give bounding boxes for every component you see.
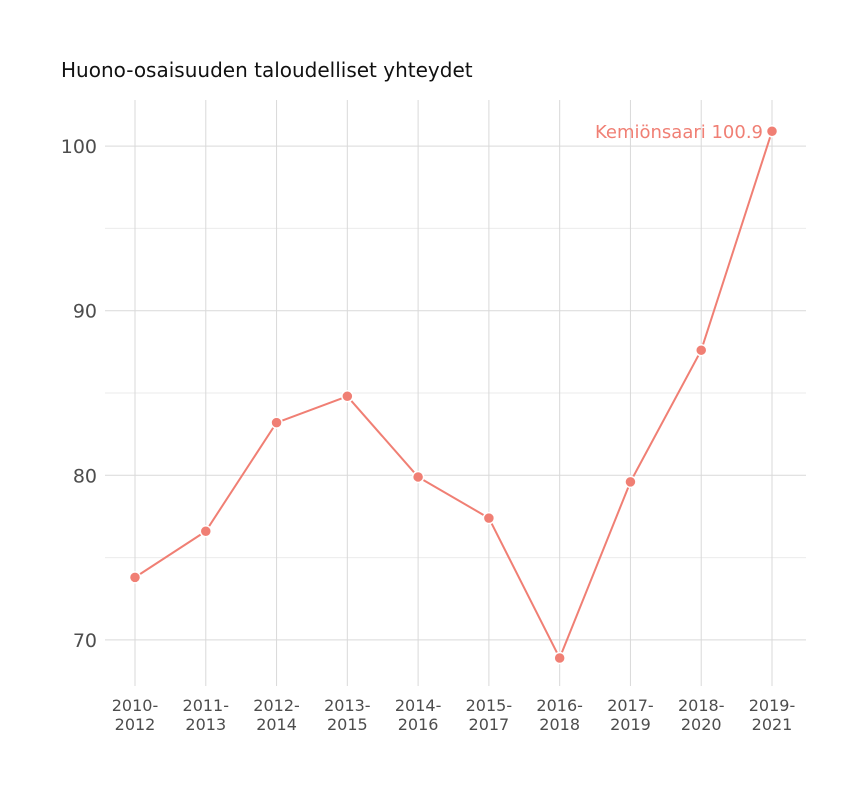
data-point [553,651,566,665]
y-tick-label: 90 [73,301,97,323]
x-tick-label-line: 2015- [466,696,513,715]
data-point [199,525,213,538]
x-tick-label-line: 2012- [253,696,300,715]
x-tick-label: 2014-2016 [395,696,442,734]
y-tick-label: 70 [73,630,97,652]
chart-title: Huono-osaisuuden taloudelliset yhteydet [61,58,473,82]
grid [105,100,806,686]
series-layer: Kemiönsaari 100.9 [128,122,779,665]
x-tick-label: 2017-2019 [607,696,654,734]
x-tick-label: 2016-2018 [536,696,583,734]
data-point [341,390,354,403]
y-axis-tick-labels: 70 80 90 100 [61,136,97,652]
x-tick-label-line: 2016- [536,696,583,715]
data-point [694,343,708,357]
series-end-label: Kemiönsaari 100.9 [595,122,763,143]
x-tick-label: 2013-2015 [324,696,371,734]
x-tick-label-line: 2019 [610,715,651,734]
x-tick-label-line: 2017 [469,715,510,734]
x-tick-label-line: 2018- [678,696,725,715]
x-tick-label-line: 2013- [324,696,371,715]
x-tick-label-line: 2017- [607,696,654,715]
x-tick-label-line: 2013 [185,715,226,734]
x-axis-tick-labels: 2010-2012 2011-2013 2012-2014 2013-2015 2014… [112,696,796,734]
x-tick-label-line: 2016 [398,715,439,734]
x-tick-label-line: 2014 [256,715,297,734]
x-tick-label-line: 2018 [539,715,580,734]
data-point [128,571,142,584]
x-tick-label-line: 2010- [112,696,159,715]
data-point [765,125,779,138]
x-tick-label: 2018-2020 [678,696,725,734]
x-tick-label: 2019-2021 [749,696,796,734]
x-tick-label: 2010-2012 [112,696,159,734]
data-point [624,475,637,489]
x-tick-label-line: 2012 [115,715,156,734]
x-tick-label-line: 2014- [395,696,442,715]
x-tick-label: 2011-2013 [183,696,230,734]
x-tick-label: 2012-2014 [253,696,300,734]
y-tick-label: 100 [61,136,97,158]
data-point [482,511,496,525]
series-line-kemiönsaari [134,130,773,660]
data-point [270,416,283,429]
x-tick-label-line: 2021 [752,715,793,734]
data-point [411,470,425,484]
x-tick-label-line: 2020 [681,715,722,734]
y-tick-label: 80 [73,465,97,487]
x-tick-label: 2015-2017 [466,696,513,734]
x-tick-label-line: 2011- [183,696,230,715]
x-tick-label-line: 2015 [327,715,368,734]
x-tick-label-line: 2019- [749,696,796,715]
